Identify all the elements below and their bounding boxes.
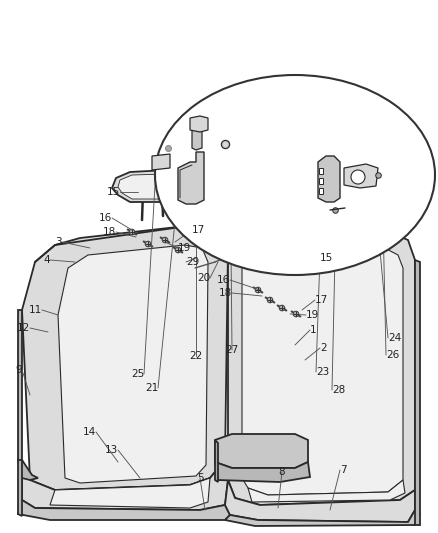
Text: 8: 8 bbox=[279, 467, 285, 477]
Text: 16: 16 bbox=[217, 275, 230, 285]
Text: 5: 5 bbox=[197, 473, 203, 483]
Text: 15: 15 bbox=[320, 253, 333, 263]
Bar bbox=[319, 168, 323, 174]
Text: 13: 13 bbox=[105, 445, 118, 455]
Polygon shape bbox=[228, 225, 415, 505]
Circle shape bbox=[162, 237, 168, 243]
Polygon shape bbox=[318, 156, 340, 202]
Text: 20: 20 bbox=[197, 273, 210, 283]
Polygon shape bbox=[152, 154, 170, 170]
Polygon shape bbox=[215, 440, 218, 482]
Circle shape bbox=[279, 305, 285, 311]
Polygon shape bbox=[50, 478, 210, 508]
Polygon shape bbox=[18, 460, 22, 516]
Text: 19: 19 bbox=[178, 243, 191, 253]
Polygon shape bbox=[248, 480, 405, 502]
Text: 9: 9 bbox=[15, 365, 22, 375]
Text: 18: 18 bbox=[219, 288, 232, 298]
Text: 22: 22 bbox=[189, 351, 203, 361]
Polygon shape bbox=[178, 152, 204, 204]
Text: 11: 11 bbox=[29, 305, 42, 315]
Polygon shape bbox=[58, 245, 208, 483]
Bar bbox=[319, 188, 323, 194]
Circle shape bbox=[293, 311, 299, 317]
Text: 4: 4 bbox=[43, 255, 50, 265]
Polygon shape bbox=[268, 210, 332, 244]
Text: 27: 27 bbox=[226, 345, 239, 355]
Text: 18: 18 bbox=[103, 227, 116, 237]
Text: 14: 14 bbox=[83, 427, 96, 437]
Text: 16: 16 bbox=[99, 213, 112, 223]
Polygon shape bbox=[242, 242, 403, 495]
Text: 29: 29 bbox=[186, 257, 199, 267]
Circle shape bbox=[255, 287, 261, 293]
Text: 12: 12 bbox=[17, 323, 30, 333]
Polygon shape bbox=[415, 260, 420, 525]
Text: 26: 26 bbox=[386, 350, 399, 360]
Polygon shape bbox=[344, 164, 378, 188]
Polygon shape bbox=[112, 170, 183, 202]
Polygon shape bbox=[272, 214, 328, 241]
Text: 23: 23 bbox=[316, 367, 329, 377]
Text: 24: 24 bbox=[388, 333, 401, 343]
Ellipse shape bbox=[155, 75, 435, 275]
Polygon shape bbox=[22, 460, 228, 510]
Text: 3: 3 bbox=[55, 237, 62, 247]
Text: 15: 15 bbox=[107, 187, 120, 197]
Circle shape bbox=[145, 241, 151, 247]
Polygon shape bbox=[225, 510, 420, 526]
Text: 7: 7 bbox=[340, 465, 346, 475]
Text: 1: 1 bbox=[310, 325, 317, 335]
Circle shape bbox=[351, 170, 365, 184]
Text: 25: 25 bbox=[131, 369, 144, 379]
Circle shape bbox=[267, 297, 273, 303]
Text: 17: 17 bbox=[192, 225, 205, 235]
Polygon shape bbox=[225, 480, 415, 522]
Polygon shape bbox=[22, 225, 228, 490]
Polygon shape bbox=[18, 310, 38, 480]
Polygon shape bbox=[190, 116, 208, 132]
Text: 28: 28 bbox=[332, 385, 345, 395]
Text: 2: 2 bbox=[320, 343, 327, 353]
Polygon shape bbox=[18, 500, 230, 520]
Text: 17: 17 bbox=[315, 295, 328, 305]
Circle shape bbox=[129, 229, 135, 235]
Polygon shape bbox=[118, 174, 178, 199]
Bar bbox=[319, 178, 323, 184]
Text: 21: 21 bbox=[145, 383, 158, 393]
Polygon shape bbox=[215, 462, 310, 482]
Polygon shape bbox=[192, 128, 202, 150]
Text: 19: 19 bbox=[306, 310, 319, 320]
Polygon shape bbox=[215, 434, 308, 468]
Circle shape bbox=[175, 247, 181, 253]
